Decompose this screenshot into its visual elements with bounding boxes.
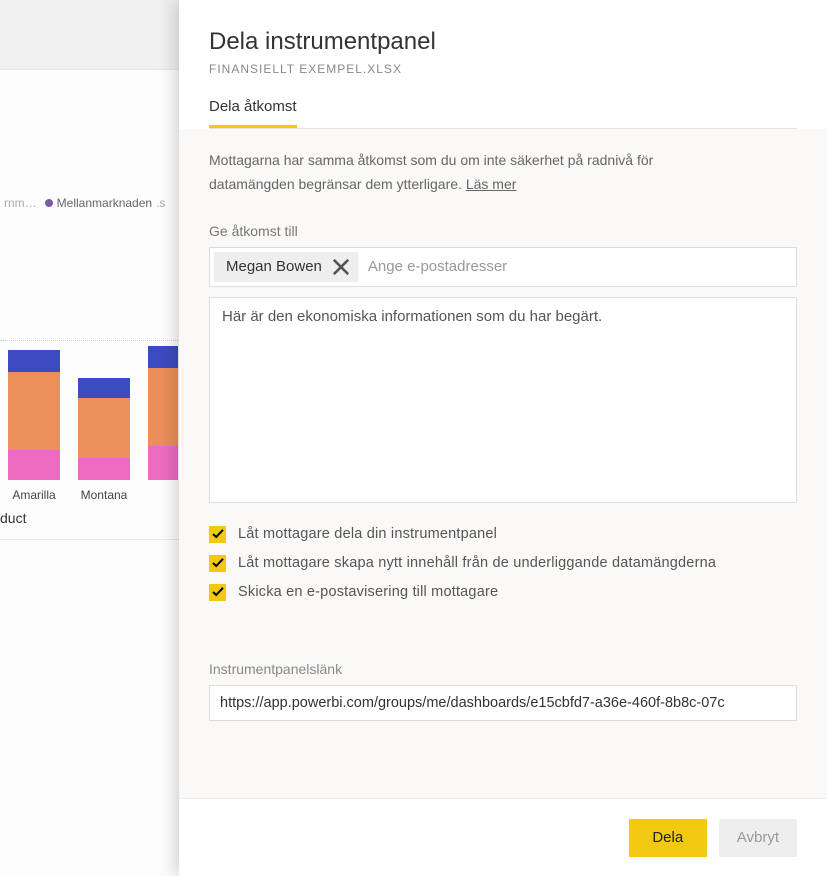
chart-bar-segment xyxy=(78,378,130,398)
chart-bar-segment xyxy=(148,446,178,480)
chart-bar xyxy=(78,378,130,480)
recipient-field[interactable]: Megan Bowen xyxy=(209,247,797,287)
share-info-text: Mottagarna har samma åtkomst som du om i… xyxy=(209,149,797,197)
share-options: Låt mottagare dela din instrumentpanel L… xyxy=(209,526,797,601)
chart-legend: rnm… Mellanmarknaden .s xyxy=(0,196,180,210)
chart-bar xyxy=(8,350,60,480)
cancel-button[interactable]: Avbryt xyxy=(719,819,797,857)
grant-access-label: Ge åtkomst till xyxy=(209,223,797,239)
share-button[interactable]: Dela xyxy=(629,819,707,857)
check-send-email[interactable]: Skicka en e-postavisering till mottagare xyxy=(209,584,797,601)
checkbox-checked-icon xyxy=(209,526,226,543)
share-panel-subtitle: FINANSIELLT EXEMPEL.XLSX xyxy=(209,62,797,76)
legend-suffix: .s xyxy=(156,196,165,210)
info-line-2: datamängden begränsar dem ytterligare. xyxy=(209,176,466,192)
check-send-email-label: Skicka en e-postavisering till mottagare xyxy=(238,584,498,600)
share-panel-header: Dela instrumentpanel FINANSIELLT EXEMPEL… xyxy=(179,0,827,129)
chart-category-label: Montana xyxy=(73,488,135,502)
chart-bar-segment xyxy=(8,372,60,450)
recipient-chip-label: Megan Bowen xyxy=(226,258,322,275)
check-allow-reshare[interactable]: Låt mottagare dela din instrumentpanel xyxy=(209,526,797,543)
recipient-chip: Megan Bowen xyxy=(214,252,358,282)
checkbox-checked-icon xyxy=(209,555,226,572)
legend-item-label: Mellanmarknaden xyxy=(57,196,152,210)
share-panel: Dela instrumentpanel FINANSIELLT EXEMPEL… xyxy=(179,0,827,876)
share-panel-body: Mottagarna har samma åtkomst som du om i… xyxy=(179,129,827,798)
chart-bar-segment xyxy=(148,346,178,368)
tab-share-access[interactable]: Dela åtkomst xyxy=(209,98,297,128)
chart-bar-segment xyxy=(8,350,60,372)
check-allow-build-label: Låt mottagare skapa nytt innehåll från d… xyxy=(238,555,716,571)
dashboard-link-label: Instrumentpanelslänk xyxy=(209,661,797,677)
chart-bar-segment xyxy=(148,368,178,446)
check-allow-reshare-label: Låt mottagare dela din instrumentpanel xyxy=(238,526,497,542)
chart-bar-segment xyxy=(8,450,60,480)
share-panel-tabs: Dela åtkomst xyxy=(209,98,797,129)
chart-bar-segment xyxy=(78,398,130,458)
read-more-link[interactable]: Läs mer xyxy=(466,176,517,192)
remove-recipient-icon[interactable] xyxy=(332,258,350,276)
dashboard-link-input[interactable] xyxy=(209,685,797,721)
background-bar-chart: Amarilla Montana duct xyxy=(0,340,180,540)
share-message-textarea[interactable] xyxy=(209,297,797,503)
legend-dot-icon xyxy=(45,199,53,207)
chart-category-label: Amarilla xyxy=(3,488,65,502)
legend-prefix: rnm… xyxy=(4,196,37,210)
share-panel-footer: Dela Avbryt xyxy=(179,798,827,876)
recipient-input[interactable] xyxy=(358,258,792,275)
checkbox-checked-icon xyxy=(209,584,226,601)
info-line-1: Mottagarna har samma åtkomst som du om i… xyxy=(209,152,653,168)
chart-bar-segment xyxy=(78,458,130,480)
chart-axis-title: duct xyxy=(0,510,26,526)
check-allow-build[interactable]: Låt mottagare skapa nytt innehåll från d… xyxy=(209,555,797,572)
chart-bar xyxy=(148,346,178,480)
share-panel-title: Dela instrumentpanel xyxy=(209,28,797,56)
